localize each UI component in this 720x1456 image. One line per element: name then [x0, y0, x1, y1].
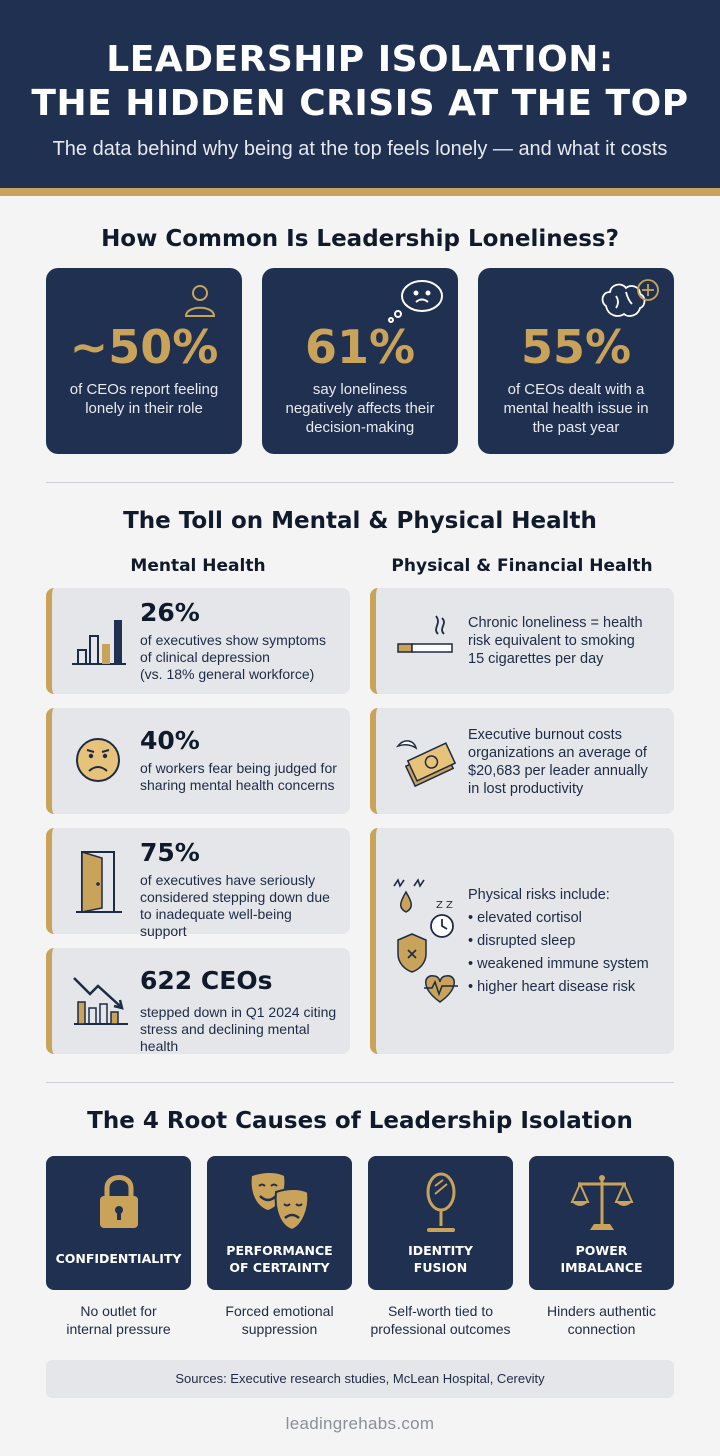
section-title-toll: The Toll on Mental & Physical Health: [123, 508, 597, 534]
physical-health-heading: Physical & Financial Health: [391, 556, 653, 576]
stat-value: 61%: [304, 320, 416, 374]
cause-description: Hinders authentic connection: [547, 1303, 656, 1337]
risks-intro: Physical risks include:: [468, 887, 610, 903]
cause-description: No outlet for internal pressure: [66, 1303, 171, 1337]
mental-card-depression: 26% of executives show symptoms of clinic…: [46, 588, 350, 694]
mirror-icon: [426, 1172, 455, 1232]
page-subtitle: The data behind why being at the top fee…: [52, 138, 668, 160]
declining-chart-icon: [73, 977, 128, 1025]
bar-chart-icon: [72, 620, 126, 665]
stat-description: say loneliness negatively affects their de…: [285, 381, 435, 436]
health-risks-icon: Z Z: [393, 878, 458, 1003]
stat-description: of executives show symptoms of clinical d…: [140, 632, 326, 682]
physical-card-burnout-cost: Executive burnout costs organizations an …: [370, 708, 674, 814]
mental-card-ceos-stepped-down: 622 CEOs stepped down in Q1 2024 citing s…: [46, 948, 350, 1054]
stat-description: of CEOs report feeling lonely in their ro…: [69, 381, 219, 417]
cause-card-identity: IDENTITY FUSION: [368, 1156, 513, 1290]
risk-item: • disrupted sleep: [468, 933, 576, 949]
svg-text:Z Z: Z Z: [436, 900, 453, 911]
stat-value: ~50%: [69, 320, 219, 374]
cause-label: PERFORMANCE OF CERTAINTY: [226, 1243, 333, 1275]
risks-list: Physical risks include: • elevated corti…: [468, 884, 666, 999]
sources-note: Sources: Executive research studies, McL…: [46, 1360, 674, 1398]
physical-card-smoking: Chronic loneliness = health risk equivale…: [370, 588, 674, 694]
cause-card-confidentiality: CONFIDENTIALITY: [46, 1156, 191, 1290]
stat-value: 75%: [140, 838, 200, 867]
person-icon: [184, 285, 216, 317]
stat-value: 55%: [520, 320, 632, 374]
stat-description: Executive burnout costs organizations an …: [468, 727, 648, 797]
header-banner: LEADERSHIP ISOLATION: THE HIDDEN CRISIS …: [0, 0, 720, 196]
thought-bubble-sad-icon: [388, 280, 443, 323]
cause-card-performance: PERFORMANCE OF CERTAINTY: [207, 1156, 352, 1290]
flying-money-icon: [395, 740, 457, 788]
cause-card-power: POWER IMBALANCE: [529, 1156, 674, 1290]
stat-description: of CEOs dealt with a mental health issue …: [503, 381, 649, 436]
stat-card-lonely: ~50% of CEOs report feeling lonely in the…: [46, 268, 242, 454]
theater-masks-icon: [251, 1173, 309, 1232]
cigarette-icon: [397, 615, 453, 653]
stat-description: of executives have seriously considered s…: [140, 872, 330, 939]
footer-site-link[interactable]: leadingrehabs.com: [285, 1414, 435, 1433]
risk-item: • elevated cortisol: [468, 910, 582, 926]
cause-label: CONFIDENTIALITY: [55, 1251, 182, 1266]
mental-card-judged: 40% of workers fear being judged for shar…: [46, 708, 350, 814]
section-title-root-causes: The 4 Root Causes of Leadership Isolatio…: [87, 1108, 633, 1134]
padlock-icon: [99, 1175, 138, 1228]
title-line-2: THE HIDDEN CRISIS AT THE TOP: [31, 83, 689, 124]
risk-item: • higher heart disease risk: [468, 979, 636, 995]
mental-card-stepping-down: 75% of executives have seriously consider…: [46, 828, 350, 939]
open-door-icon: [76, 850, 122, 913]
cause-description: Self-worth tied to professional outcomes: [370, 1303, 511, 1337]
stat-value: 26%: [140, 598, 200, 627]
stat-card-decision: 61% say loneliness negatively affects the…: [262, 268, 458, 454]
risk-item: • weakened immune system: [468, 956, 649, 972]
stat-value: 622 CEOs: [140, 966, 273, 995]
cause-label: POWER IMBALANCE: [560, 1243, 643, 1275]
stat-card-mental-health: 55% of CEOs dealt with a mental health is…: [478, 268, 674, 454]
mental-health-heading: Mental Health: [130, 556, 266, 576]
sad-face-icon: [76, 738, 120, 782]
section-title-prevalence: How Common Is Leadership Loneliness?: [101, 226, 619, 252]
cause-label: IDENTITY FUSION: [408, 1243, 473, 1275]
section-divider: [46, 1082, 674, 1083]
section-divider: [46, 482, 674, 483]
page-title: LEADERSHIP ISOLATION: THE HIDDEN CRISIS …: [0, 0, 720, 126]
stat-value: 40%: [140, 726, 200, 755]
stat-description: Chronic loneliness = health risk equivale…: [468, 615, 643, 667]
physical-card-risks: Z Z Physical risks include: • elevated c…: [370, 828, 674, 1054]
stat-description: of workers fear being judged for sharing …: [140, 760, 337, 793]
scales-icon: [569, 1175, 634, 1230]
brain-plus-icon: [601, 279, 659, 317]
cause-description: Forced emotional suppression: [225, 1303, 334, 1337]
title-line-1: LEADERSHIP ISOLATION:: [106, 39, 614, 80]
stat-description: stepped down in Q1 2024 citing stress and…: [140, 1004, 337, 1054]
